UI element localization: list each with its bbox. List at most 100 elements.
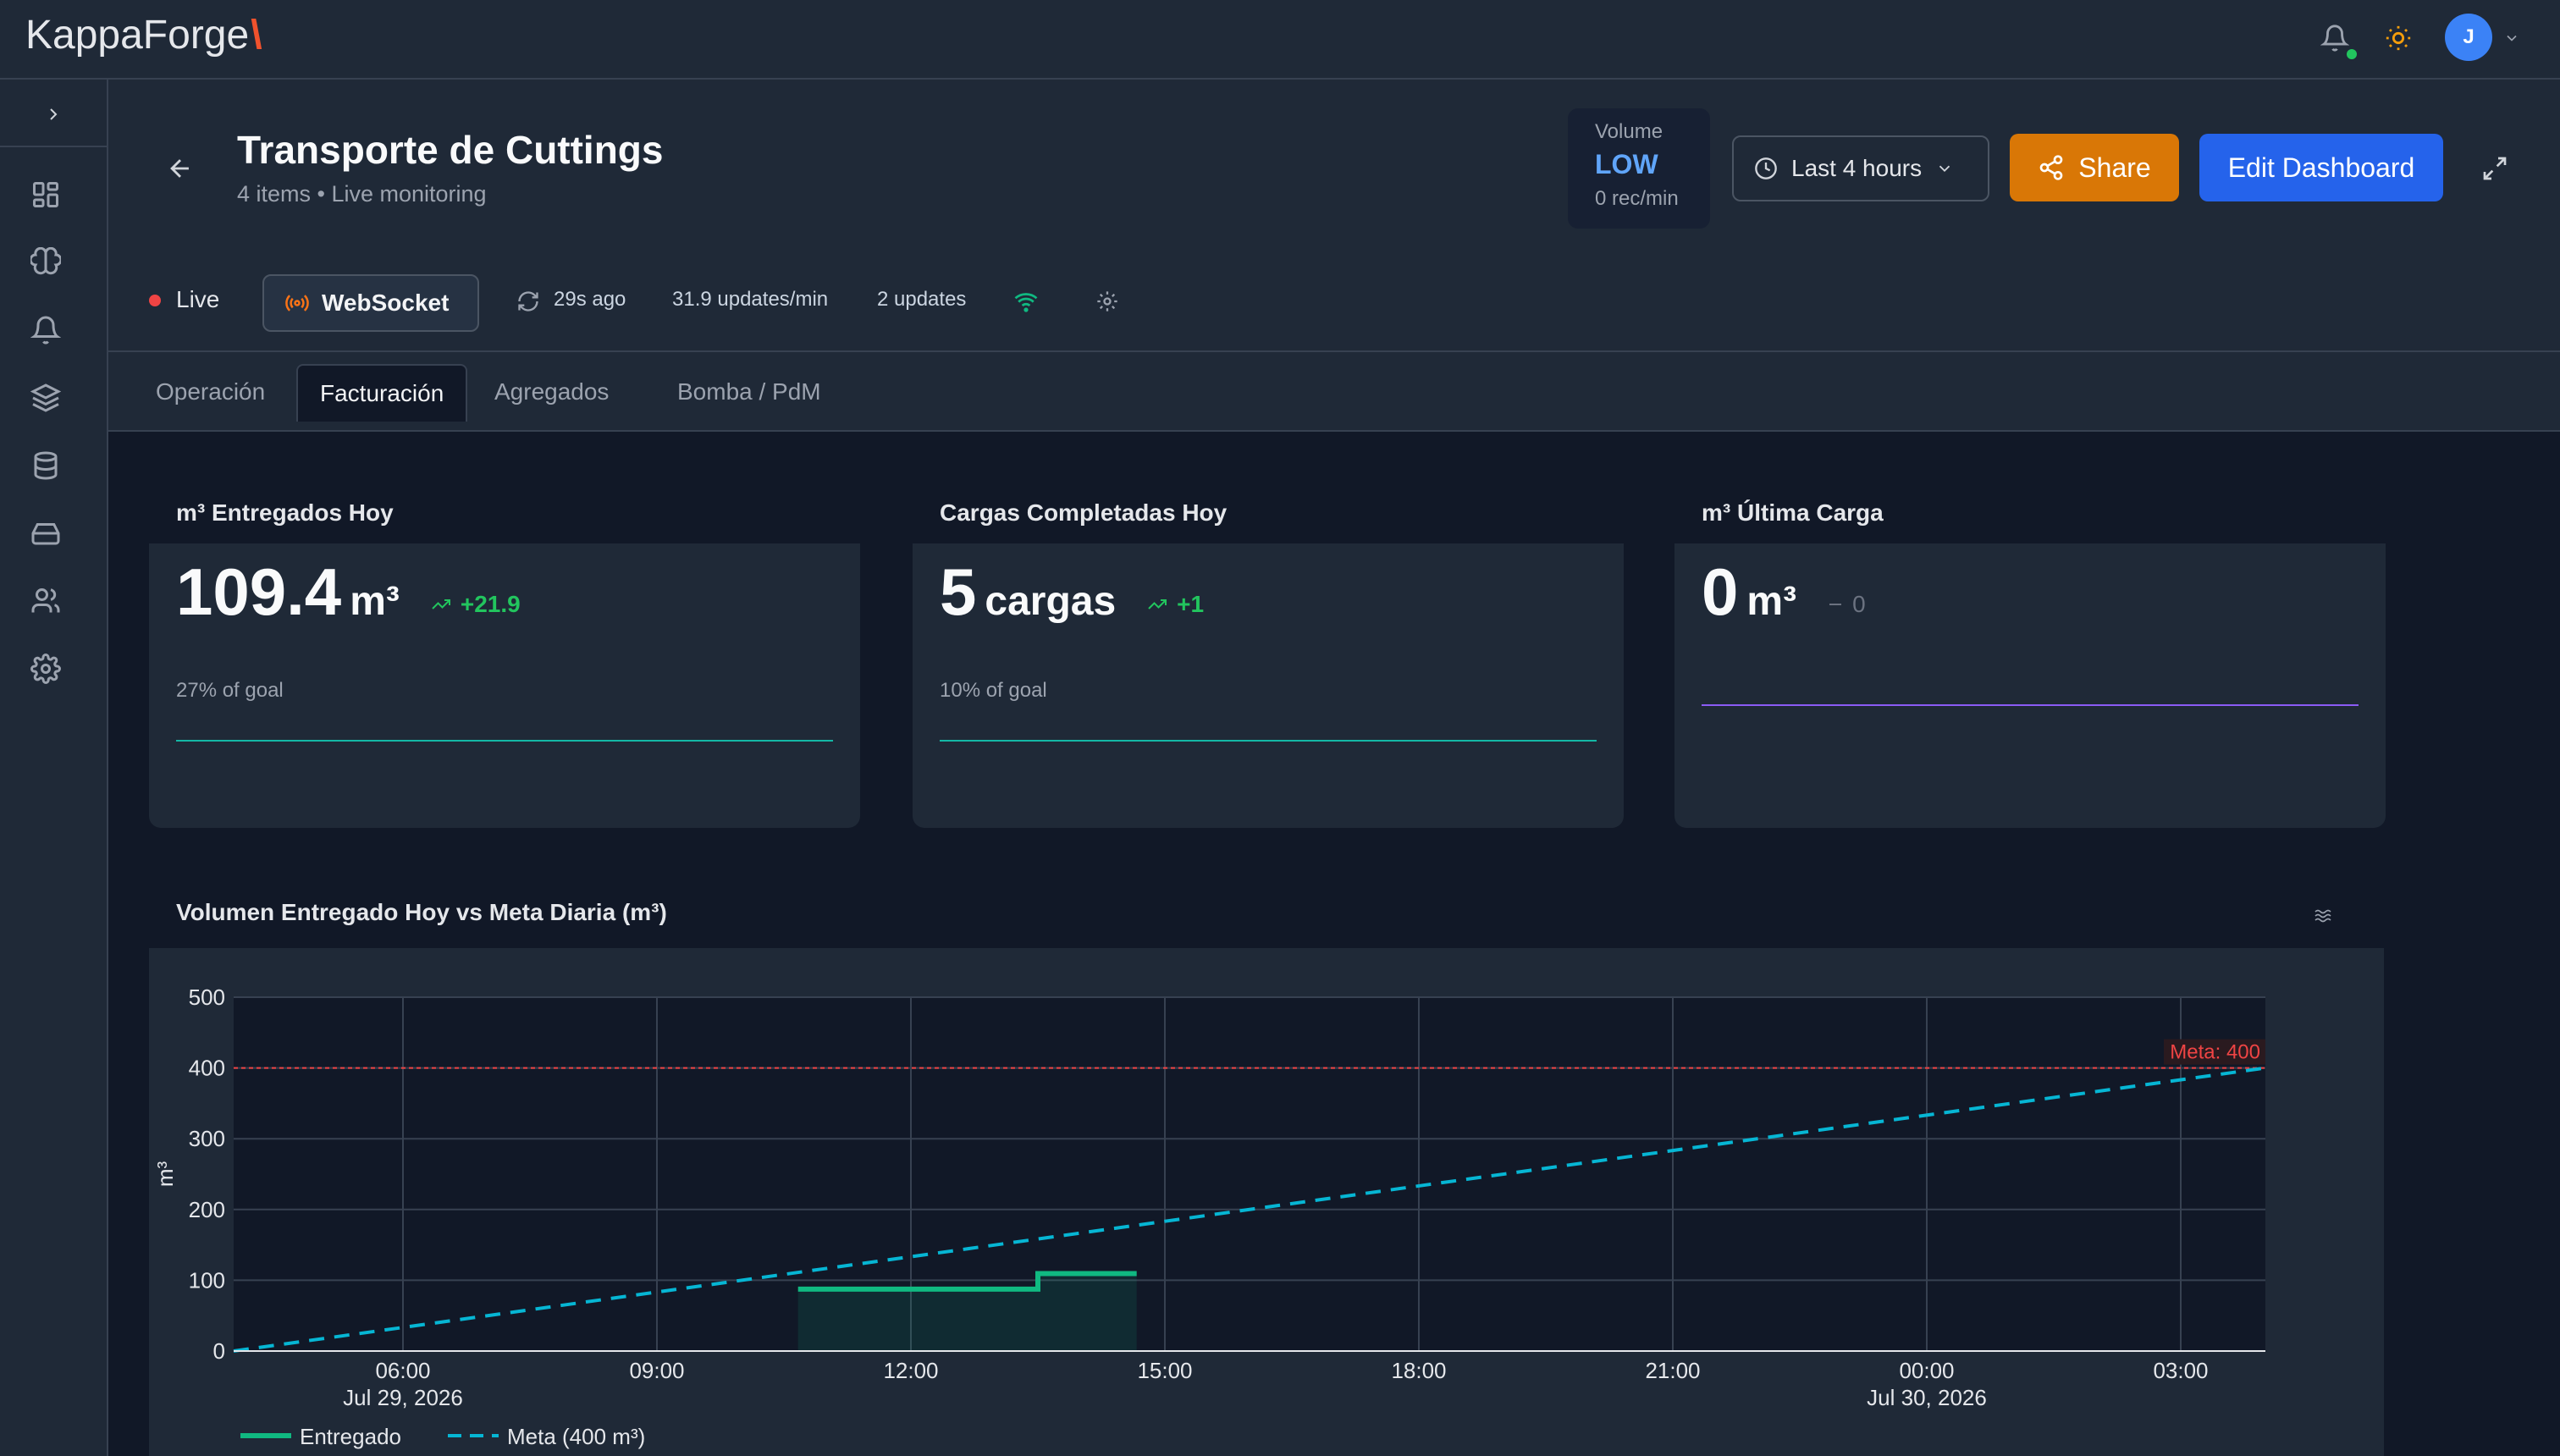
top-bar: KappaForge \ J — [0, 0, 2560, 80]
logo-text: KappaForge — [25, 13, 250, 58]
kpi-value-row: 109.4 m³ +21.9 — [176, 554, 521, 631]
card-title: Cargas Completadas Hoy — [940, 499, 1228, 526]
plot-area — [234, 997, 2265, 1351]
settings-gear-icon[interactable] — [1090, 284, 1124, 318]
layers-icon[interactable] — [24, 376, 68, 420]
clock-icon — [1755, 157, 1777, 179]
kpi-delta-value: +1 — [1177, 591, 1205, 617]
logo-accent: \ — [251, 13, 262, 58]
series-line — [797, 1271, 1137, 1292]
chevron-down-icon[interactable] — [2492, 19, 2531, 58]
x-tick-sublabel: Jul 29, 2026 — [343, 1385, 463, 1410]
wifi-icon — [1009, 284, 1043, 318]
legend-label: Meta (400 m³) — [507, 1424, 645, 1449]
tab-facturacion[interactable]: Facturación — [296, 364, 468, 422]
kpi-delta-value: +21.9 — [460, 591, 521, 617]
tab-agregados[interactable]: Agregados — [494, 378, 610, 405]
volume-label: Volume — [1595, 120, 1663, 143]
tab-bomba-pdm[interactable]: Bomba / PdM — [677, 378, 821, 405]
reference-label: Meta: 400 — [2170, 1041, 2260, 1064]
settings-gear-icon[interactable] — [24, 647, 68, 691]
reference-label-bg — [2164, 1039, 2265, 1065]
sparkline — [176, 740, 833, 742]
bell-icon[interactable] — [2315, 19, 2354, 58]
users-icon[interactable] — [24, 579, 68, 623]
kpi-value-row: 5 cargas +1 — [940, 554, 1204, 631]
card-title: m³ Última Carga — [1702, 499, 1884, 526]
card-header: m³ Última Carga — [1674, 483, 2386, 543]
sidebar — [0, 80, 108, 1456]
dashboard-header: Transporte de Cuttings 4 items • Live mo… — [108, 80, 2560, 350]
back-arrow-icon[interactable] — [159, 147, 201, 190]
update-count: 2 updates — [877, 288, 967, 311]
kpi-delta-value: 0 — [1852, 591, 1866, 617]
kpi-card: m³ Última Carga 0 m³ 0 — [1674, 483, 2386, 828]
sidebar-expand-button[interactable] — [34, 95, 73, 134]
websocket-chip[interactable]: WebSocket — [262, 274, 479, 332]
kpi-value: 0 — [1702, 554, 1739, 629]
alerts-bell-icon[interactable] — [24, 308, 68, 352]
status-bar: Live WebSocket 29s ago 31.9 updates/min … — [108, 274, 2560, 332]
notification-dot — [2347, 49, 2357, 59]
y-tick-label: 300 — [189, 1126, 225, 1151]
app-logo[interactable]: KappaForge \ — [25, 12, 262, 58]
y-axis-label: m³ — [152, 1161, 178, 1188]
volume-rate: 0 rec/min — [1595, 187, 1679, 210]
kpi-card: m³ Entregados Hoy 109.4 m³ +21.9 27% of … — [149, 483, 860, 828]
kpi-unit: m³ — [350, 579, 400, 624]
connection-label: WebSocket — [322, 290, 450, 316]
page-title: Transporte de Cuttings — [237, 128, 664, 172]
y-tick-label: 400 — [189, 1056, 225, 1081]
database-icon[interactable] — [24, 444, 68, 488]
x-tick-label: 06:00 — [375, 1358, 430, 1383]
kpi-unit: m³ — [1746, 579, 1797, 624]
x-tick-label: 18:00 — [1391, 1358, 1446, 1383]
card-title: m³ Entregados Hoy — [176, 499, 394, 526]
kpi-value: 109.4 — [176, 554, 342, 629]
dashboard-icon[interactable] — [24, 173, 68, 217]
chart-title: Volumen Entregado Hoy vs Meta Diaria (m³… — [176, 899, 667, 925]
kpi-value-row: 0 m³ 0 — [1702, 554, 1866, 631]
sun-icon[interactable] — [2379, 19, 2418, 58]
volume-level: LOW — [1595, 149, 1658, 179]
sparkline — [940, 740, 1597, 742]
kpi-card: Cargas Completadas Hoy 5 cargas +1 10% o… — [913, 483, 1624, 828]
sidebar-divider — [0, 146, 107, 147]
card-header: Cargas Completadas Hoy — [913, 483, 1624, 543]
kpi-delta: +1 — [1145, 591, 1204, 618]
kpi-goal: 10% of goal — [940, 679, 1047, 702]
kpi-unit: cargas — [985, 579, 1117, 624]
chart-options-icon[interactable] — [2306, 899, 2340, 933]
y-tick-label: 0 — [213, 1338, 225, 1364]
trend-up-icon — [1148, 599, 1167, 609]
x-tick-label: 03:00 — [2153, 1358, 2208, 1383]
share-label: Share — [2078, 152, 2151, 183]
kpi-delta: +21.9 — [428, 591, 521, 618]
x-tick-label: 09:00 — [629, 1358, 684, 1383]
time-range-select[interactable]: Last 4 hours — [1732, 135, 1989, 201]
last-update: 29s ago — [554, 288, 626, 311]
update-rate: 31.9 updates/min — [672, 288, 829, 311]
user-avatar[interactable]: J — [2445, 14, 2492, 61]
chevron-down-icon — [1939, 165, 1950, 173]
trend-up-icon — [432, 599, 450, 609]
y-tick-label: 200 — [189, 1197, 225, 1222]
storage-drive-icon[interactable] — [24, 511, 68, 555]
live-indicator-dot — [149, 295, 161, 306]
x-tick-label: 15:00 — [1137, 1358, 1192, 1383]
sparkline — [1702, 704, 2359, 706]
share-button[interactable]: Share — [2010, 134, 2179, 201]
trend-flat-icon — [1829, 604, 1842, 605]
x-tick-label: 00:00 — [1899, 1358, 1954, 1383]
brain-icon[interactable] — [24, 240, 68, 284]
refresh-icon[interactable] — [511, 284, 545, 318]
fullscreen-icon[interactable] — [2474, 147, 2516, 190]
x-tick-label: 21:00 — [1645, 1358, 1700, 1383]
live-label: Live — [176, 286, 220, 312]
dashboard-content: m³ Entregados Hoy 109.4 m³ +21.9 27% of … — [108, 432, 2560, 1456]
edit-dashboard-button[interactable]: Edit Dashboard — [2199, 134, 2443, 201]
tab-operacion[interactable]: Operación — [156, 378, 266, 405]
kpi-value: 5 — [940, 554, 977, 629]
volume-indicator: Volume LOW 0 rec/min — [1568, 108, 1710, 229]
